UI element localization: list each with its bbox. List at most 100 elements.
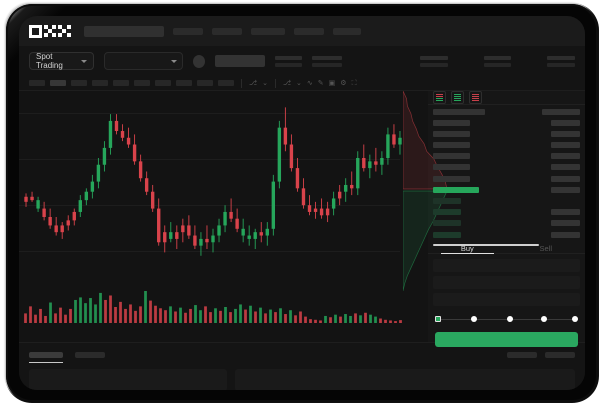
orderbook-row[interactable] [433, 163, 580, 172]
total-field[interactable] [433, 293, 580, 307]
orderbook-row[interactable] [433, 129, 580, 138]
buy-sell-tabs: Buy Sell [428, 244, 585, 255]
orderbook-price-bar [433, 186, 480, 193]
orderbook-size-bar [551, 209, 580, 216]
orderbook-price-bar [433, 175, 471, 182]
camera-icon[interactable]: ▣ [328, 79, 336, 87]
orderbook-row[interactable] [433, 230, 580, 239]
orderbook-size-bar [551, 175, 580, 182]
orderbook-mode-both-icon[interactable] [433, 91, 447, 104]
bottom-panels [29, 369, 575, 390]
orderbook-size-bar [551, 231, 580, 238]
timeframe-9[interactable] [218, 80, 234, 86]
candlestick-chart[interactable] [23, 95, 403, 280]
orderbook-price-bar [433, 209, 462, 216]
line-style-icon[interactable]: ∿ [306, 79, 313, 87]
orderbook-mode-bids-icon[interactable] [451, 91, 465, 104]
market-stat-2 [420, 55, 448, 67]
timeframe-7[interactable] [176, 80, 192, 86]
nav-item-0[interactable] [173, 27, 203, 35]
price-field[interactable] [433, 259, 580, 273]
percent-slider[interactable] [435, 315, 578, 323]
amount-field[interactable] [433, 276, 580, 290]
bottom-tab-0[interactable] [29, 352, 63, 363]
timeframe-2[interactable] [71, 80, 87, 86]
orderbook-row[interactable] [433, 208, 580, 217]
orderbook-size-bar [551, 119, 580, 126]
tab-buy[interactable]: Buy [428, 244, 506, 255]
orderbook-size-bar [551, 153, 580, 160]
chevron-down-icon[interactable]: ⌄ [262, 79, 268, 87]
orderbook-price-bar [433, 153, 471, 160]
recent-trades-panel[interactable] [235, 369, 575, 390]
orderbook-row[interactable] [433, 152, 580, 161]
nav-item-4[interactable] [333, 27, 361, 35]
timeframe-0[interactable] [29, 80, 45, 86]
place-buy-order-button[interactable] [435, 332, 578, 348]
nav-item-2[interactable] [251, 27, 285, 35]
orderbook-price-bar [433, 164, 471, 171]
orderbook-row[interactable] [433, 107, 580, 116]
orderbook-row[interactable] [433, 141, 580, 150]
timeframe-8[interactable] [197, 80, 213, 86]
timeframe-4[interactable] [113, 80, 129, 86]
timeframe-5[interactable] [134, 80, 150, 86]
bottom-action-0[interactable] [507, 352, 537, 358]
trading-pair-select[interactable] [104, 52, 184, 70]
coin-avatar [193, 54, 205, 68]
orderbook-rows[interactable] [428, 105, 585, 241]
orderbook-price-bar [433, 130, 471, 137]
market-stat-0 [274, 55, 303, 67]
order-form [428, 254, 585, 348]
orderbook-mode-asks-icon[interactable] [469, 91, 483, 104]
market-stat-3 [483, 55, 512, 67]
orderbook-size-bar [551, 130, 580, 137]
orderbook-row[interactable] [433, 118, 580, 127]
orderbook-price-bar [433, 220, 462, 227]
orderbook-row[interactable] [433, 219, 580, 228]
top-navigation-bar [19, 16, 585, 46]
chart-toolbar: ⎇ ⌄ ⎇ ⌄ ∿ ✎ ▣ ⚙ ⛶ [19, 76, 585, 91]
orderbook-row[interactable] [433, 185, 580, 194]
settings-gear-icon[interactable]: ⚙ [340, 79, 347, 87]
timeframe-3[interactable] [92, 80, 108, 86]
nav-item-3[interactable] [294, 27, 324, 35]
percent-stop-75[interactable] [540, 315, 547, 322]
toolbar-divider [241, 78, 242, 88]
indicators-icon[interactable]: ⎇ [249, 79, 258, 87]
orderbook-size-bar [551, 220, 580, 227]
toolbar-divider [274, 78, 276, 88]
market-stat-4 [547, 55, 576, 67]
orderbook-size-bar [551, 164, 580, 171]
timeframe-6[interactable] [155, 80, 171, 86]
percent-stop-25[interactable] [470, 315, 477, 322]
volume-histogram [24, 291, 402, 323]
search-input[interactable] [84, 25, 164, 37]
tab-sell[interactable]: Sell [539, 244, 553, 254]
app-screen: Spot Trading [19, 16, 585, 390]
orderbook-mode-switcher [428, 91, 585, 104]
tablet-device-frame: Spot Trading [6, 4, 598, 402]
chevron-down-icon[interactable]: ⌄ [296, 79, 302, 87]
market-subheader: Spot Trading [19, 46, 585, 76]
bottom-tab-1[interactable] [75, 352, 105, 358]
nav-item-1[interactable] [212, 27, 242, 35]
spot-trading-dropdown[interactable]: Spot Trading [29, 52, 95, 70]
orderbook-row[interactable] [433, 174, 580, 183]
timeframe-1[interactable] [50, 80, 66, 86]
edit-pencil-icon[interactable]: ✎ [317, 79, 324, 87]
open-orders-panel[interactable] [29, 369, 227, 390]
spot-trading-label: Spot Trading [36, 52, 63, 70]
chevron-down-icon [81, 59, 88, 63]
orderbook-price-bar [433, 198, 462, 204]
fullscreen-icon[interactable]: ⛶ [351, 79, 357, 87]
percent-stop-100[interactable] [572, 315, 578, 322]
compare-icon[interactable]: ⎇ [282, 79, 292, 87]
orderbook-row[interactable] [433, 197, 580, 206]
orderbook-scrollbar-thumb[interactable] [433, 244, 539, 247]
bottom-action-1[interactable] [545, 352, 575, 358]
okx-logo-icon[interactable] [29, 24, 71, 38]
bottom-tab-row [29, 349, 575, 363]
percent-stop-50[interactable] [506, 315, 513, 322]
percent-stop-0[interactable] [435, 315, 442, 322]
